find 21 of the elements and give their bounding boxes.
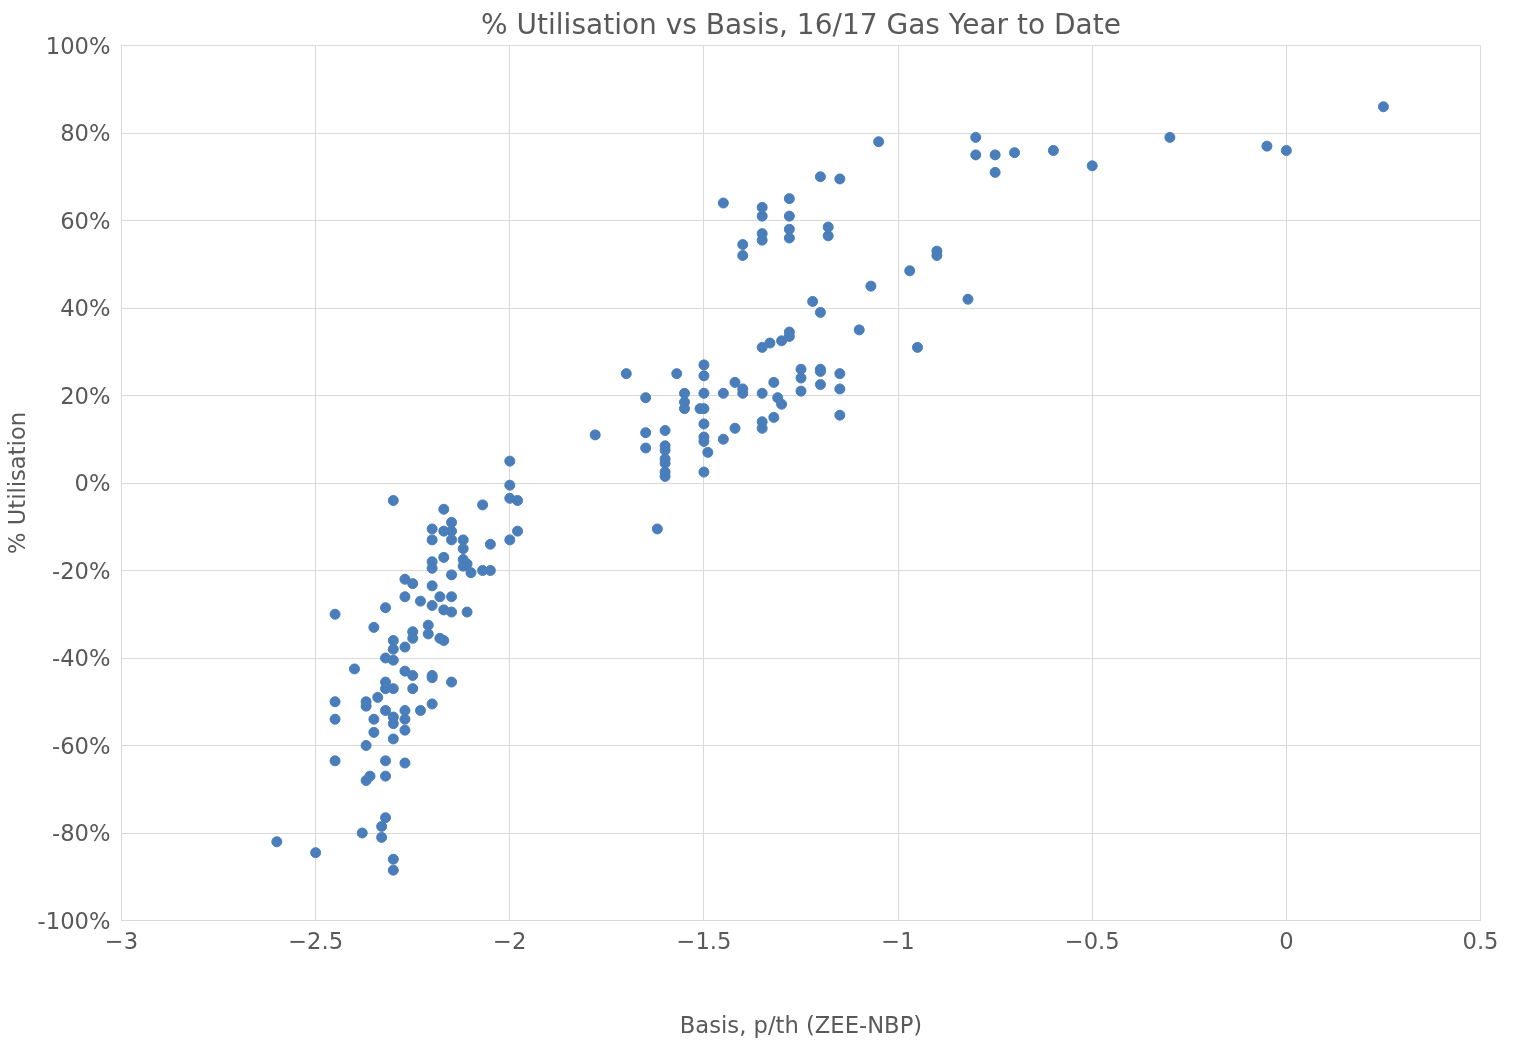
- y-tick-label: 20%: [60, 382, 111, 409]
- y-tick-label: -20%: [51, 557, 111, 584]
- y-tick-label: -100%: [37, 907, 111, 934]
- x-tick-label: −1: [881, 927, 915, 954]
- y-tick-label: -60%: [51, 732, 111, 759]
- y-tick-label: 100%: [45, 32, 111, 59]
- chart-title: % Utilisation vs Basis, 16/17 Gas Year to Date: [481, 7, 1121, 41]
- y-tick-label: 40%: [60, 295, 111, 321]
- x-axis-title: Basis, p/th (ZEE-NBP): [679, 1011, 923, 1038]
- x-tick-label: −2: [493, 927, 527, 954]
- y-tick-label: 0%: [74, 470, 111, 496]
- y-tick-label: -80%: [51, 820, 111, 846]
- y-tick-label: 60%: [60, 207, 111, 234]
- x-tick-label: −2.5: [288, 927, 344, 954]
- y-tick-label: 80%: [60, 120, 111, 146]
- x-tick-label: 0: [1279, 927, 1294, 954]
- y-tick-label: -40%: [51, 645, 111, 671]
- x-tick-label: −1.5: [676, 927, 732, 954]
- x-tick-label: −0.5: [1064, 927, 1120, 954]
- y-axis-title: % Utilisation: [3, 411, 30, 555]
- x-tick-label: 0.5: [1462, 927, 1499, 954]
